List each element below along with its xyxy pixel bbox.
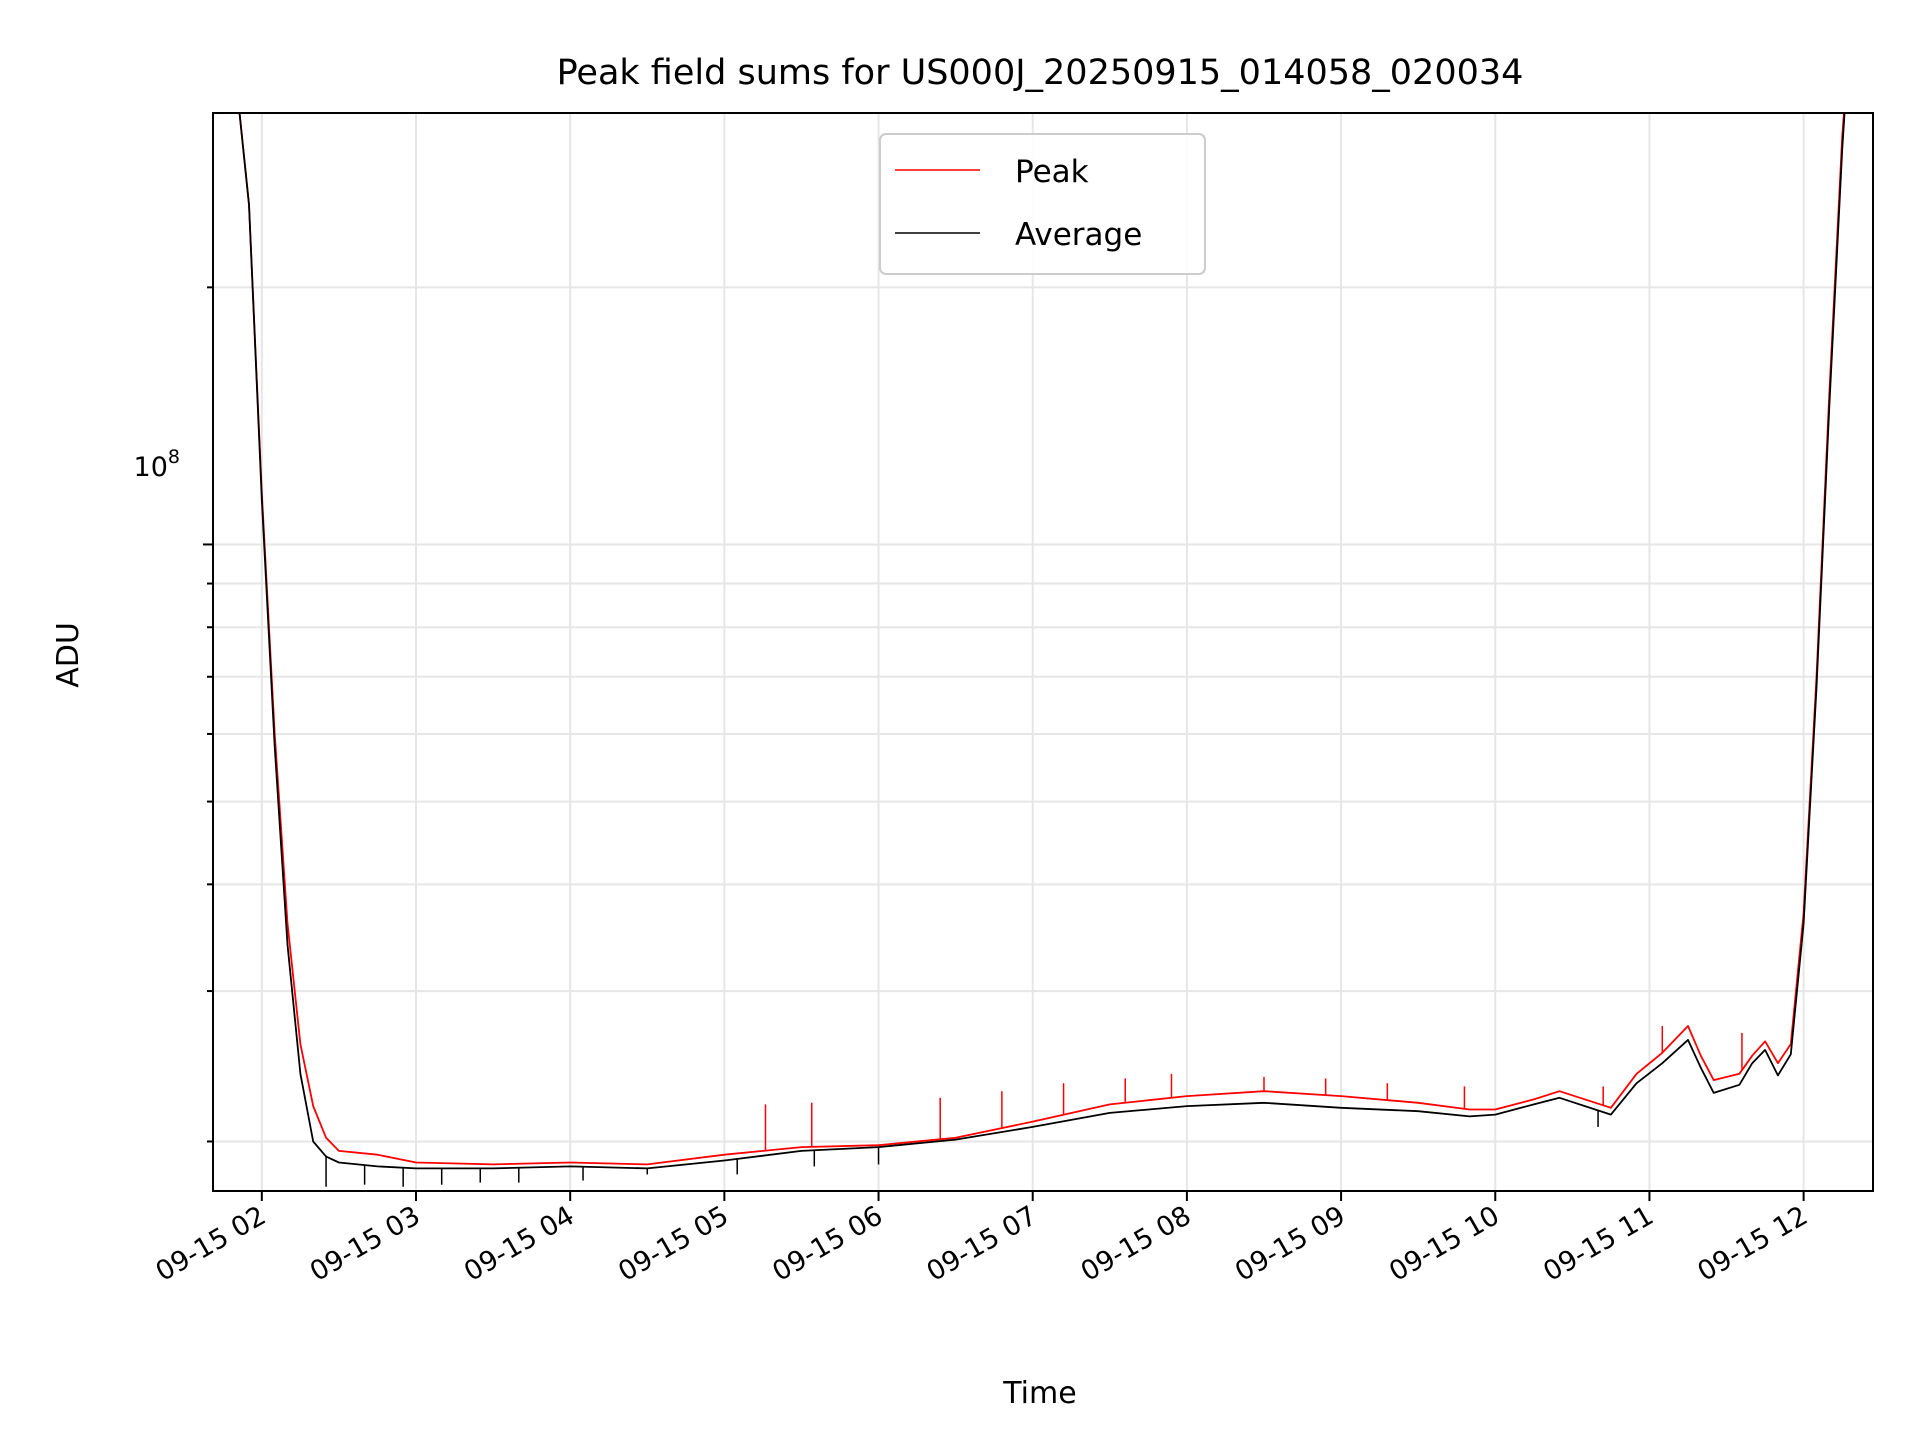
series-layer xyxy=(238,113,1846,1187)
y-axis: 108 ADU xyxy=(51,446,180,688)
chart-title: Peak field sums for US000J_20250915_0140… xyxy=(557,53,1524,93)
tick-layer xyxy=(203,286,1805,1201)
legend-box xyxy=(879,133,1206,275)
series-line-peak xyxy=(238,113,1845,1166)
grid-layer xyxy=(213,113,1873,1191)
series-line-average xyxy=(238,113,1846,1170)
legend: Peak Average xyxy=(879,133,1206,275)
y-axis-major-tick-label: 108 xyxy=(134,446,180,483)
y-axis-label: ADU xyxy=(51,622,86,688)
legend-label-peak: Peak xyxy=(1015,154,1089,190)
plot-frame xyxy=(212,112,1874,1192)
y-axis-tick-exponent: 8 xyxy=(168,446,180,468)
legend-label-average: Average xyxy=(1015,217,1142,253)
plot-background xyxy=(213,113,1873,1191)
plot-area xyxy=(203,112,1874,1201)
x-axis-label: Time xyxy=(1002,1376,1076,1411)
